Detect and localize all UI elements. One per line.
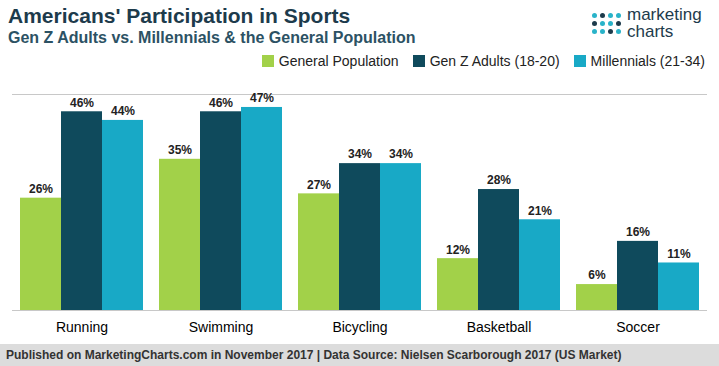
html-text:Published on MarketingCharts.c: Published on MarketingCharts.com in Nove… — [6, 348, 622, 362]
html-text:Gen Z Adults vs. Millennials &: Gen Z Adults vs. Millennials & the Gener… — [8, 29, 416, 46]
svg-text:12%: 12% — [446, 243, 470, 257]
svg-text:27%: 27% — [307, 178, 331, 192]
svg-text:28%: 28% — [487, 173, 511, 187]
svg-text:Bicycling: Bicycling — [332, 319, 387, 335]
svg-text:46%: 46% — [209, 96, 233, 110]
svg-text:46%: 46% — [70, 96, 94, 110]
svg-text:Basketball: Basketball — [467, 319, 532, 335]
svg-text:Running: Running — [56, 319, 108, 335]
html-text:Millennials (21-34): Millennials (21-34) — [590, 53, 705, 69]
html-text:General Population: General Population — [278, 53, 399, 69]
svg-text:47%: 47% — [250, 91, 274, 105]
html-text:Gen Z Adults (18-20): Gen Z Adults (18-20) — [429, 53, 560, 69]
svg-text:44%: 44% — [111, 104, 135, 118]
svg-text:Swimming: Swimming — [189, 319, 254, 335]
html-text:marketing charts: marketing charts — [627, 5, 702, 41]
svg-text:21%: 21% — [528, 204, 552, 218]
svg-text:Soccer: Soccer — [616, 319, 660, 335]
svg-text:16%: 16% — [626, 225, 650, 239]
svg-text:6%: 6% — [588, 268, 606, 282]
svg-text:11%: 11% — [667, 247, 691, 261]
svg-text:34%: 34% — [389, 147, 413, 161]
svg-text:35%: 35% — [168, 143, 192, 157]
svg-text:26%: 26% — [29, 182, 53, 196]
svg-text:34%: 34% — [348, 147, 372, 161]
html-text:Americans' Participation in Sp: Americans' Participation in Sports — [8, 4, 351, 27]
